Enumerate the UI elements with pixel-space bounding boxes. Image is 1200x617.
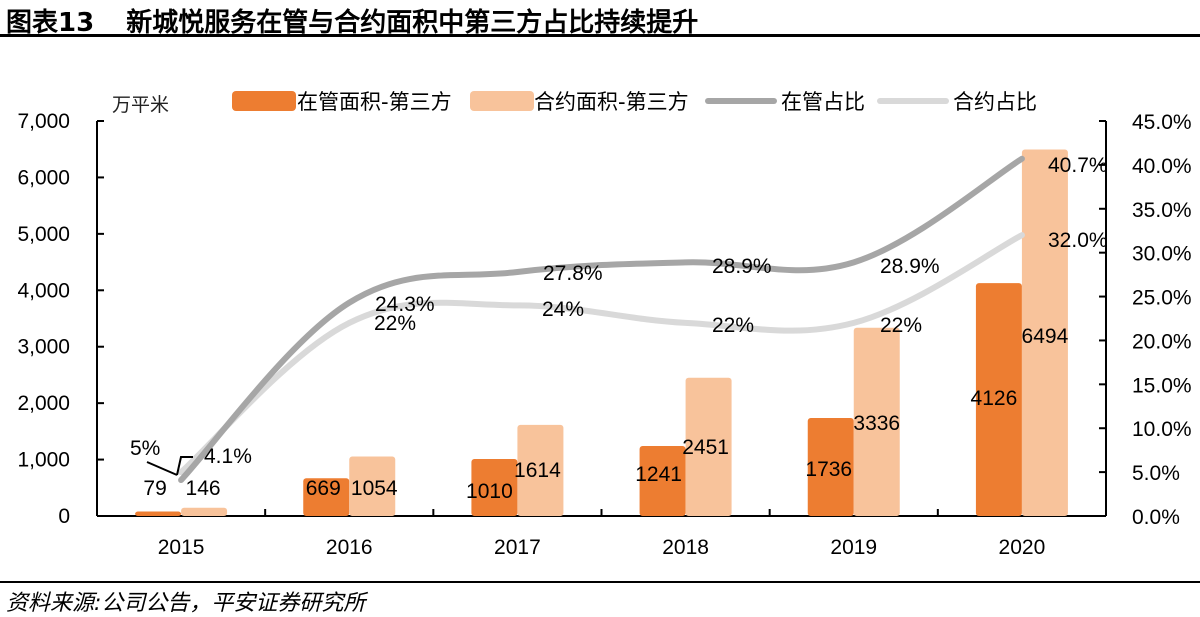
- left-axis-unit-label: 万平米: [112, 94, 169, 116]
- bar-contracted-area: [685, 377, 732, 516]
- x-axis-tick-label: 2016: [326, 536, 373, 559]
- x-axis-tick-label: 2018: [662, 536, 709, 559]
- line-label-managed-ratio: 24.3%: [375, 293, 435, 316]
- line-contract-ratio: [178, 232, 1025, 476]
- legend-label: 在管占比: [781, 90, 865, 114]
- line-label-managed-ratio: 28.9%: [712, 255, 772, 278]
- legend-label: 在管面积-第三方: [297, 90, 452, 114]
- left-axis-tick-label: 2,000: [17, 392, 70, 415]
- bar-label-managed: 79: [143, 477, 166, 500]
- leader-line-managed-2015: [176, 456, 193, 476]
- left-axis-tick-label: 1,000: [17, 449, 70, 472]
- line-label-contract-ratio: 32.0%: [1048, 229, 1108, 252]
- bar-contracted-area: [853, 327, 900, 516]
- legend-item-contracted-area: 合约面积-第三方: [470, 90, 689, 114]
- line-label-contract-ratio: 22%: [374, 312, 416, 335]
- bar-contracted-area: [517, 424, 564, 516]
- bar-label-managed: 1010: [466, 480, 513, 503]
- line-label-managed-ratio: 28.9%: [880, 255, 940, 278]
- figure-title: 图表13 新城悦服务在管与合约面积中第三方占比持续提升: [6, 2, 698, 39]
- legend-item-managed-ratio: 在管占比: [705, 90, 865, 114]
- x-axis-tick-label: 2015: [158, 536, 205, 559]
- bar-label-managed: 1736: [805, 458, 852, 481]
- right-axis-tick-label: 25.0%: [1132, 287, 1192, 310]
- bar-managed-area: [303, 478, 350, 516]
- source-note: 资料来源:公司公告，平安证券研究所: [6, 591, 366, 616]
- bar-managed-area: [471, 459, 518, 516]
- legend-label: 合约占比: [953, 90, 1037, 114]
- bar-managed-area: [135, 511, 182, 516]
- legend-item-contract-ratio: 合约占比: [877, 90, 1037, 114]
- legend-swatch: [232, 91, 296, 111]
- legend-label: 合约面积-第三方: [534, 90, 689, 114]
- figure-title-text: 新城悦服务在管与合约面积中第三方占比持续提升: [126, 8, 699, 38]
- axes: 0 1,000 2,000 3,000 4,000 5,000 6,000 7,000 0.0%…: [17, 94, 1191, 559]
- line-label-contract-ratio: 24%: [542, 298, 584, 321]
- bar-label-contracted: 1614: [514, 459, 561, 482]
- x-axis-tick-label: 2019: [830, 536, 877, 559]
- line-label-managed-ratio: 40.7%: [1048, 154, 1108, 177]
- lines: [178, 155, 1025, 484]
- left-axis-tick-label: 7,000: [17, 110, 70, 133]
- bar-managed-area: [639, 445, 686, 516]
- bar-label-contracted: 1054: [351, 477, 398, 500]
- legend-item-managed-area: 在管面积-第三方: [232, 90, 452, 114]
- bar-label-contracted: 146: [186, 477, 221, 500]
- left-axis-tick-label: 3,000: [17, 336, 70, 359]
- right-axis-tick-label: 0.0%: [1132, 506, 1180, 529]
- bar-contracted-area: [349, 456, 396, 516]
- right-axis-tick-label: 5.0%: [1132, 462, 1180, 485]
- legend-swatch: [470, 91, 534, 111]
- bar-label-contracted: 6494: [1022, 325, 1069, 348]
- right-axis-tick-label: 30.0%: [1132, 243, 1192, 266]
- left-axis-tick-label: 4,000: [17, 279, 70, 302]
- bar-label-managed: 669: [306, 477, 341, 500]
- bar-label-managed: 4126: [971, 387, 1018, 410]
- top-rule: [0, 34, 1200, 37]
- bar-label-contracted: 3336: [853, 412, 900, 435]
- line-label-contract-ratio: 22%: [712, 314, 754, 337]
- right-axis-tick-label: 20.0%: [1132, 330, 1192, 353]
- right-axis-tick-label: 15.0%: [1132, 374, 1192, 397]
- left-axis-tick-label: 0: [58, 505, 70, 528]
- line-label-managed-ratio: 27.8%: [543, 262, 603, 285]
- bar-contracted-area: [181, 507, 228, 516]
- x-axis-tick-label: 2020: [999, 536, 1046, 559]
- left-axis-tick-label: 5,000: [17, 223, 70, 246]
- line-label-contract-ratio: 22%: [880, 314, 922, 337]
- x-axis-tick-label: 2017: [494, 536, 541, 559]
- line-managed-ratio: [178, 155, 1025, 484]
- bar-contracted-area: [1021, 149, 1068, 516]
- right-axis-tick-label: 40.0%: [1132, 155, 1192, 178]
- bar-managed-area: [975, 283, 1022, 516]
- bar-managed-area: [807, 418, 854, 516]
- bar-label-contracted: 2451: [682, 436, 729, 459]
- figure-number: 图表13: [6, 8, 95, 38]
- right-axis-tick-label: 35.0%: [1132, 199, 1192, 222]
- right-axis-tick-label: 45.0%: [1132, 111, 1192, 134]
- right-axis-tick-label: 10.0%: [1132, 418, 1192, 441]
- bars: [135, 149, 1068, 516]
- leader-line-contract-2015: [146, 461, 178, 476]
- bar-label-managed: 1241: [635, 463, 682, 486]
- line-label-contract-ratio: 5%: [130, 437, 160, 460]
- left-axis-tick-label: 6,000: [17, 166, 70, 189]
- bottom-rule: [0, 581, 1200, 583]
- line-label-managed-ratio: 4.1%: [204, 445, 252, 468]
- legend: 在管面积-第三方 合约面积-第三方 在管占比 合约占比: [232, 90, 1037, 114]
